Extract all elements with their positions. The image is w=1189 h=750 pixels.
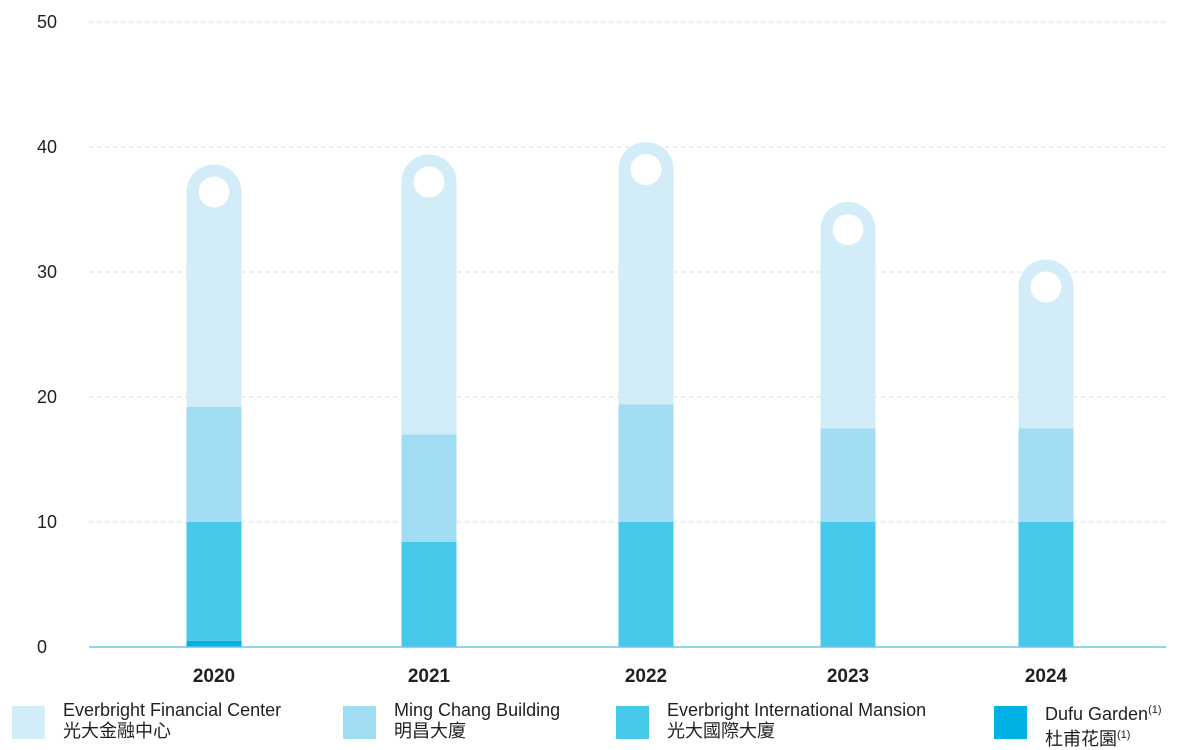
bar-segment [401,154,457,435]
legend: Everbright Financial Center 光大金融中心 Ming … [0,700,1189,750]
legend-label: Ming Chang Building [394,700,561,720]
legend-item-dufu-garden: Dufu Garden(1) 杜甫花園(1) [994,700,1162,750]
legend-item-everbright-financial-center: Everbright Financial Center 光大金融中心 [12,700,281,742]
bar-top-circle [413,166,445,198]
footnote-marker: (1) [1148,704,1162,716]
y-tick-label: 10 [37,512,57,532]
bar-segment [186,640,242,647]
bar-segment [820,522,876,647]
bar-segment [618,142,674,405]
y-tick-label: 0 [37,637,47,657]
legend-item-ming-chang-building: Ming Chang Building 明昌大廈 [343,700,560,742]
footnote-marker: (1) [1117,729,1131,741]
legend-label-chinese: 光大國際大廈 [667,721,775,741]
x-tick-label: 2024 [1025,666,1068,687]
bar-segment [186,164,242,407]
bar-top-circle [198,176,230,208]
legend-label: Everbright Financial Center [63,700,282,720]
bar-segment [1018,259,1074,429]
bar-top-circle [630,154,662,185]
bar-segment [618,522,674,647]
x-axis-labels: 2020 2021 2022 2023 2024 [193,666,1068,687]
legend-swatch [616,706,649,739]
bar-segment [618,404,674,522]
x-tick-label: 2022 [625,666,667,687]
bar-segment [1018,522,1074,647]
y-tick-label: 20 [37,387,57,407]
legend-label-chinese: 杜甫花園 [1045,729,1117,749]
legend-swatch [343,706,376,739]
stacked-bar-chart: 0 10 20 30 40 50 2020 2021 2022 2023 2024 [37,12,1166,687]
bar-segment [186,522,242,641]
bar-segment [186,407,242,522]
legend-label-chinese: 明昌大廈 [394,721,466,741]
bar-segment [820,428,876,522]
legend-label: Everbright International Mansion [667,700,927,720]
y-tick-label: 50 [37,12,57,32]
bar-segment [401,542,457,647]
x-tick-label: 2021 [408,666,451,687]
legend-label-chinese: 光大金融中心 [63,721,171,741]
legend-swatch [994,706,1027,739]
legend-swatch [12,706,45,739]
y-tick-label: 40 [37,137,57,157]
bar-top-circle [832,214,864,245]
bars [186,142,1074,647]
bar-top-circle [1030,271,1062,303]
x-tick-label: 2023 [827,666,869,687]
bar-segment [1018,428,1074,522]
y-tick-label: 30 [37,262,57,282]
x-tick-label: 2020 [193,666,235,687]
y-axis-ticks: 0 10 20 30 40 50 [37,12,57,657]
bar-segment [401,434,457,542]
legend-item-everbright-international-mansion: Everbright International Mansion 光大國際大廈 [616,700,926,742]
bar-segment [820,201,876,429]
legend-label: Dufu Garden [1045,704,1149,724]
